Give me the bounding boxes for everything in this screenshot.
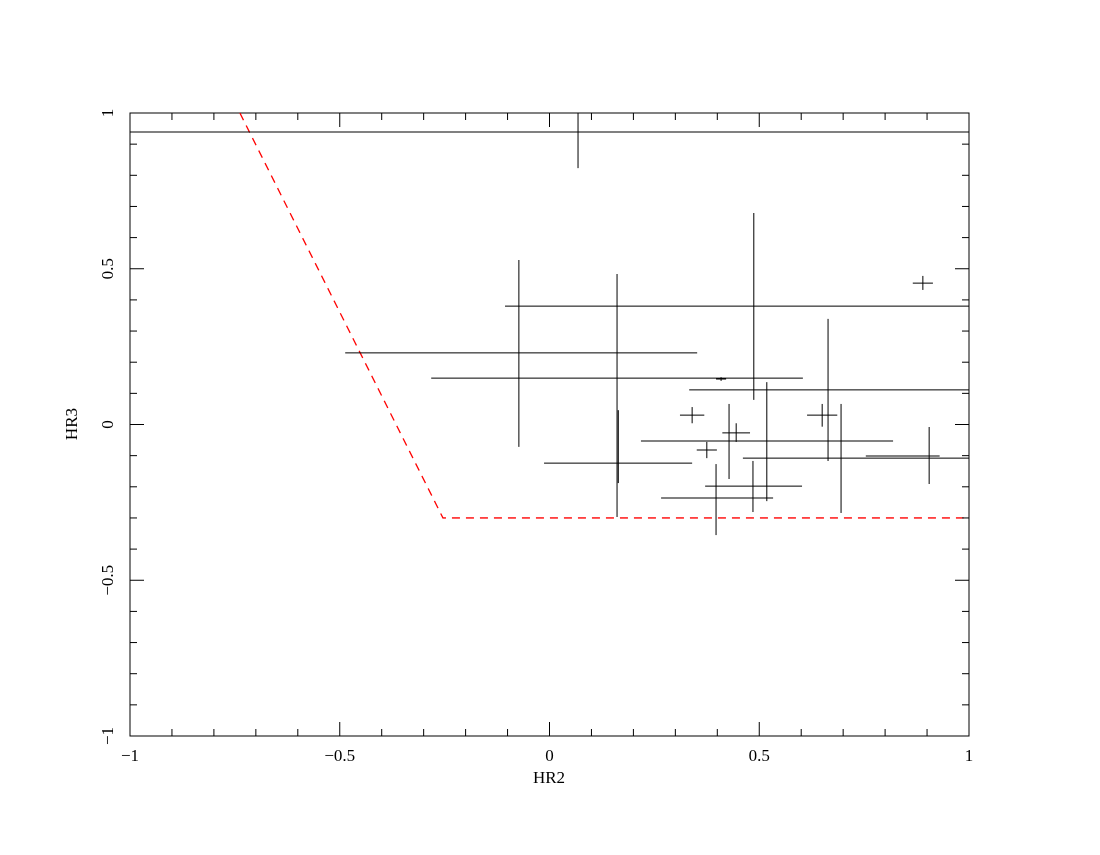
x-tick-label: 0	[545, 746, 554, 765]
y-tick-label: 0	[98, 420, 117, 429]
x-tick-label: 1	[965, 746, 974, 765]
y-tick-label: 1	[98, 109, 117, 118]
y-tick-label: 0.5	[98, 258, 117, 279]
plot-frame	[129, 112, 970, 737]
plot-area	[130, 113, 969, 536]
y-axis-label: HR3	[62, 408, 81, 440]
x-tick-label: −1	[121, 746, 139, 765]
x-tick-label: −0.5	[324, 746, 355, 765]
x-tick-label: 0.5	[749, 746, 770, 765]
boundary-line	[239, 113, 969, 519]
y-tick-label: −0.5	[98, 565, 117, 596]
x-axis-label: HR2	[533, 768, 565, 787]
y-tick-label: −1	[98, 727, 117, 745]
